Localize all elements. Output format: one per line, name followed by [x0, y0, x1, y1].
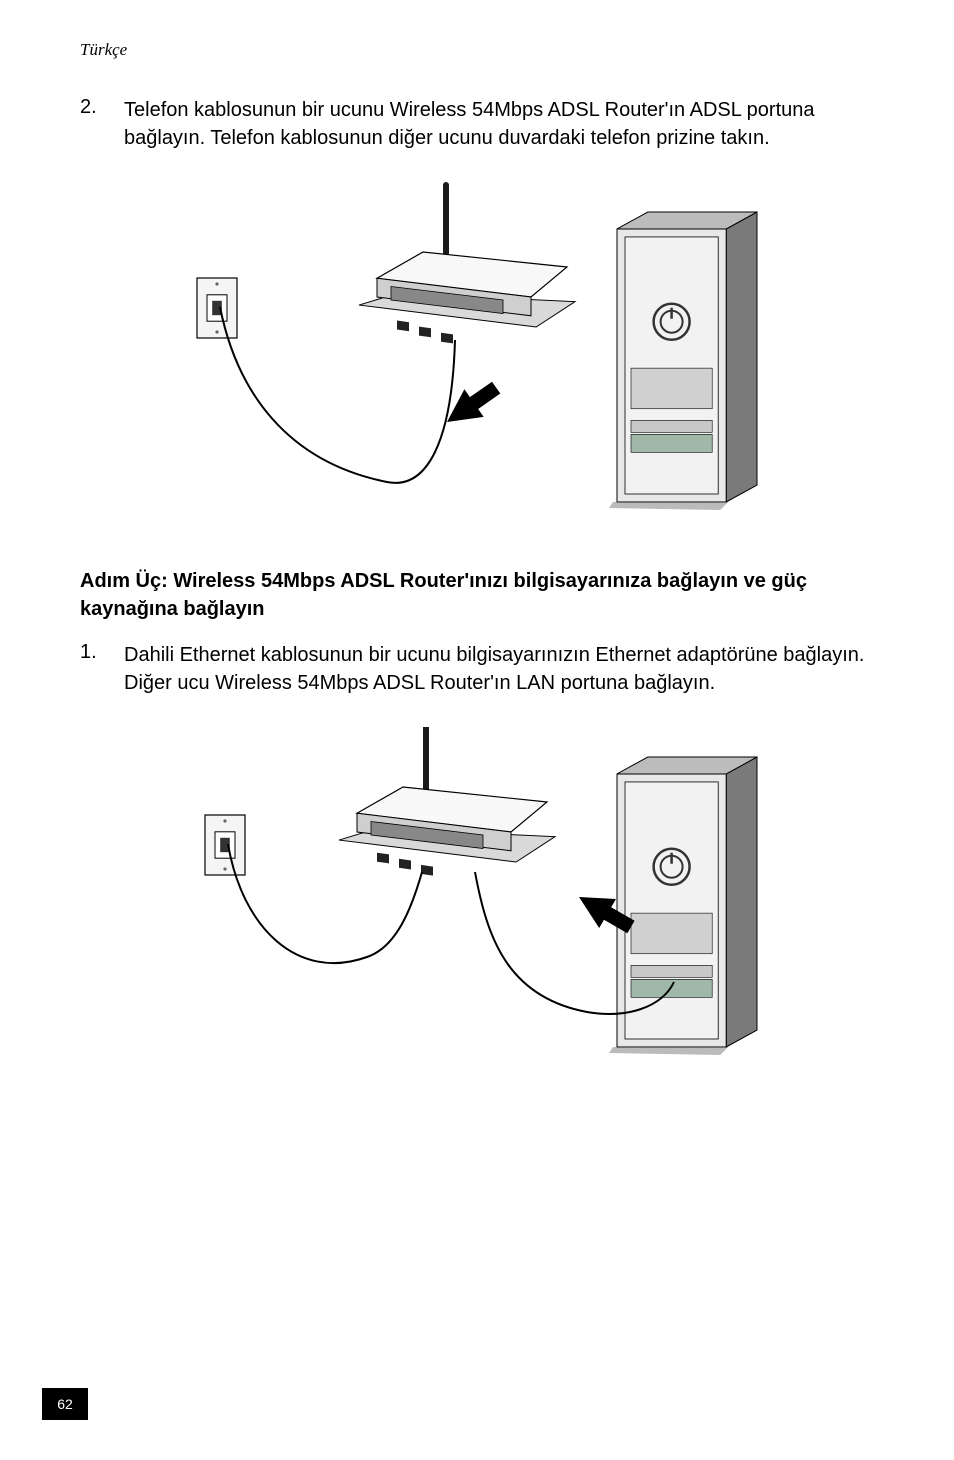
figure-2-wrap [80, 727, 874, 1062]
page-language-header: Türkçe [80, 40, 874, 60]
step-three-heading: Adım Üç: Wireless 54Mbps ADSL Router'ını… [80, 567, 874, 623]
step-2-text: Telefon kablosunun bir ucunu Wireless 54… [124, 96, 874, 152]
figure-1-diagram [187, 182, 767, 512]
step-2-item: 2. Telefon kablosunun bir ucunu Wireless… [80, 96, 874, 152]
figure-1-wrap [80, 182, 874, 517]
page-number: 62 [42, 1388, 88, 1420]
figure-2-diagram [187, 727, 767, 1057]
step-1b-text: Dahili Ethernet kablosunun bir ucunu bil… [124, 641, 874, 697]
step-2-number: 2. [80, 96, 124, 152]
step-1b-number: 1. [80, 641, 124, 697]
step-1b-item: 1. Dahili Ethernet kablosunun bir ucunu … [80, 641, 874, 697]
